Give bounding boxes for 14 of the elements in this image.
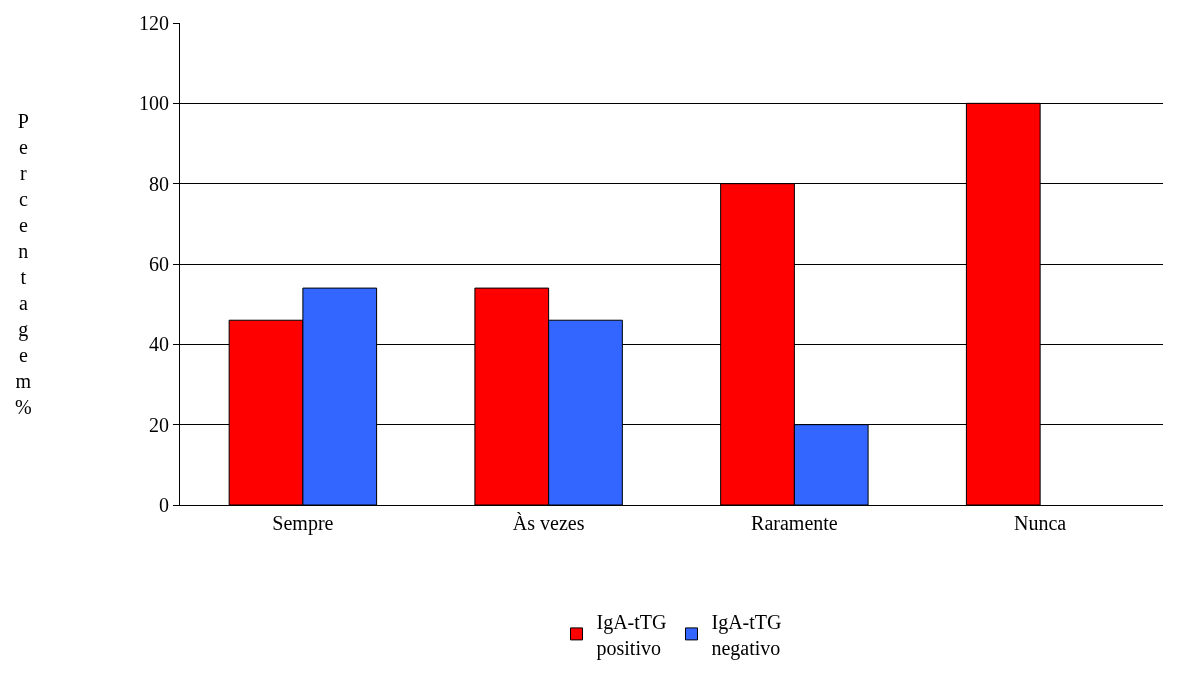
text: Percentagem % <box>15 110 32 418</box>
y-tick-label: 100 <box>139 92 169 115</box>
x-tick-label: Nunca <box>1014 512 1067 534</box>
x-tick-label: Às vezes <box>512 512 585 534</box>
y-tick-label: 0 <box>159 494 169 516</box>
x-tick-label: Sempre <box>272 512 334 535</box>
y-tick-label: 20 <box>149 413 169 436</box>
y-tick-label: 80 <box>149 172 169 195</box>
y-tick-label: 60 <box>149 253 169 275</box>
legend-label: IgA-tTG negativo <box>711 610 782 660</box>
legend-label: IgA-tTG positivo <box>596 610 667 660</box>
y-tick-label: 120 <box>139 12 169 34</box>
y-tick-label: 40 <box>149 333 169 356</box>
x-tick-label: Raramente <box>751 512 838 534</box>
